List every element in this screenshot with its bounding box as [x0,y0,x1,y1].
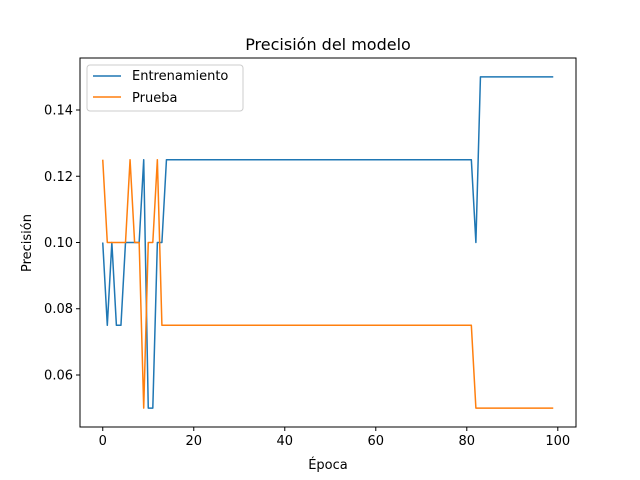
x-tick-label: 20 [185,434,202,449]
y-axis-title: Precisión [20,214,35,272]
y-tick-label: 0.14 [44,104,73,119]
chart-title: Precisión del modelo [245,35,411,54]
x-axis: 0 20 40 60 80 100 [99,427,570,449]
y-axis: 0.06 0.08 0.10 0.12 0.14 [44,104,80,383]
y-tick-label: 0.08 [44,302,73,317]
y-tick-label: 0.10 [44,236,73,251]
legend-label-prueba: Prueba [132,91,177,106]
legend-box [86,64,244,112]
x-tick-label: 40 [276,434,293,449]
x-tick-label: 80 [459,434,476,449]
y-tick-label: 0.06 [44,368,73,383]
series-line-prueba [102,158,554,409]
series-layer [102,76,554,409]
legend-label-entrenamiento: Entrenamiento [132,69,228,84]
y-tick-label: 0.12 [44,170,73,185]
x-tick-label: 0 [99,434,107,449]
x-tick-label: 100 [545,434,570,449]
x-tick-label: 60 [368,434,385,449]
x-axis-title: Época [308,457,348,473]
series-line-entrenamiento [102,76,554,409]
legend: Entrenamiento Prueba [86,64,244,112]
